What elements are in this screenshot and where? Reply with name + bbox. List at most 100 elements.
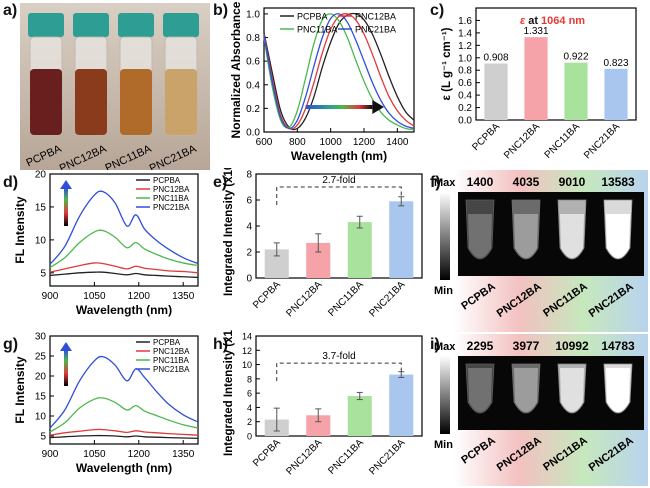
vial-cap (28, 13, 64, 37)
y-tick-label: 0.8 (246, 33, 260, 44)
y-tick-label: 30 (35, 332, 47, 343)
x-tick-label: 1200 (128, 291, 151, 302)
x-axis-label: Wavelength (nm) (76, 303, 172, 317)
intensity-value: 1400 (467, 175, 494, 189)
trend-arrow-bar (305, 105, 373, 109)
y-tick-label: 1.0 (246, 9, 260, 20)
tube-liquid (468, 214, 492, 258)
panel-label-f: f) (430, 174, 441, 191)
x-tick-label: 1200 (128, 449, 151, 460)
plot-frame (255, 335, 423, 437)
plot-frame (49, 335, 199, 445)
x-tick-label: 800 (289, 137, 306, 148)
legend-label: PNC12BA (153, 347, 190, 356)
y-tick-label: 0.8 (458, 66, 472, 77)
bar-pnc11ba (347, 222, 372, 278)
panel-label-b: b) (213, 2, 229, 19)
y-tick-label: 1.6 (458, 16, 472, 27)
min-label: Min (434, 439, 453, 451)
vial-liquid (120, 69, 152, 135)
tube-liquid (606, 214, 630, 258)
vial-cap (73, 13, 109, 37)
category-label: PNC21BA (367, 279, 407, 319)
value-label: 1.331 (523, 26, 548, 37)
legend-label: PCPBA (297, 12, 328, 22)
y-axis-label: Integrated Intensity (x10³) (223, 330, 235, 456)
series-line-pcpba (49, 434, 199, 440)
tube-liquid (514, 214, 538, 258)
fl-spectrum-chart-g: 900 1050 1200 1350 5 10 15 20 25 30 Wavelength (nm… (13, 332, 199, 475)
y-tick-label: 8 (246, 170, 252, 181)
y-axis-label: FL Intensity (13, 196, 27, 263)
y-tick-label: 12 (242, 346, 252, 356)
panel-label-d: d) (3, 174, 19, 191)
y-tick-label: 10 (35, 412, 47, 423)
trend-arrow-bar (64, 188, 68, 226)
value-label: 0.823 (603, 58, 628, 69)
series-line-pnc11ba (49, 229, 199, 269)
y-tick-label: 14 (242, 332, 252, 342)
epsilon-bar-chart: 0.0 0.20.4 0.60.8 1.01.2 1.41.6 0.908 PCPBA 1.3… (441, 7, 637, 161)
integrated-intensity-chart-h: 0 2 4 6 8 10 12 14 PCPBA PNC12BA PNC11BA PNC21BA Int… (223, 330, 423, 477)
y-tick-label: 0.0 (246, 128, 260, 139)
intensity-value: 13583 (601, 175, 635, 189)
annotation: ε at 1064 nm (520, 15, 585, 27)
legend-label: PNC11BA (153, 194, 190, 203)
category-label: PNC11BA (326, 437, 366, 477)
legend-label: PNC12BA (355, 12, 396, 22)
nir-image-i: MaxMin2295PCPBA3977PNC12BA10992PNC11BA14… (434, 334, 648, 486)
bar-pnc21ba (389, 374, 414, 436)
y-tick-label: 10 (242, 360, 252, 370)
y-tick-label: 2 (246, 248, 252, 259)
annotation-wavelength: 1064 nm (541, 15, 585, 27)
y-axis-label: ε (L g⁻¹ cm⁻¹) (441, 27, 453, 100)
color-scale-bar (440, 192, 450, 280)
fold-label: 3.7-fold (322, 351, 355, 362)
y-axis-label: Integrated Intensity (x10³) (223, 168, 235, 296)
x-tick-label: 1000 (320, 137, 343, 148)
y-tick-label: 15 (35, 202, 47, 213)
bar-pnc11ba (347, 396, 372, 436)
bar-pnc12ba (524, 37, 548, 120)
fold-bracket (276, 362, 402, 382)
y-tick-label: 0 (247, 432, 252, 442)
value-label: 0.922 (563, 52, 588, 63)
y-tick-label: 4 (247, 403, 252, 413)
max-label: Max (434, 177, 456, 189)
intensity-value: 2295 (467, 339, 494, 353)
vial-cap (118, 13, 154, 37)
y-axis-label: Normalized Absorbance (229, 2, 243, 138)
category-label: PNC21BA (367, 437, 407, 477)
max-label: Max (434, 341, 456, 353)
y-tick-label: 1.0 (458, 53, 472, 64)
integrated-intensity-chart-e: 0 2 4 6 8 PCPBA PNC12BA PNC11BA PNC21BA Integrate… (223, 168, 423, 319)
annotation-epsilon: ε (520, 15, 526, 27)
category-label: PCPBA (251, 279, 283, 311)
panel-label-h: h) (213, 336, 229, 353)
y-tick-label: 2 (247, 417, 252, 427)
y-tick-label: 0 (246, 274, 252, 285)
y-tick-label: 5 (40, 268, 46, 279)
category-label: PNC12BA (284, 279, 324, 319)
plot-frame (49, 173, 199, 287)
series-line-pcpba (49, 271, 199, 279)
intensity-value: 4035 (513, 175, 540, 189)
intensity-value: 14783 (601, 339, 635, 353)
y-tick-label: 0.2 (246, 104, 260, 115)
tube-liquid (560, 214, 584, 258)
absorbance-chart: 600 800 1000 1200 1400 0.0 0.2 0.4 0.6 0.8 1.0 Wave… (229, 2, 415, 163)
category-label: PNC11BA (543, 121, 583, 161)
panel-label-c: c) (430, 2, 445, 19)
vial-liquid (75, 69, 107, 135)
intensity-value: 9010 (559, 175, 586, 189)
y-tick-label: 6 (247, 389, 252, 399)
legend-label: PNC11BA (297, 25, 337, 35)
vial-liquid (165, 69, 197, 135)
y-tick-label: 10 (35, 235, 47, 246)
y-tick-label: 0.6 (246, 57, 260, 68)
x-tick-label: 1050 (83, 449, 106, 460)
y-tick-label: 1.2 (458, 41, 472, 52)
series-line-pnc21ba (263, 13, 415, 130)
